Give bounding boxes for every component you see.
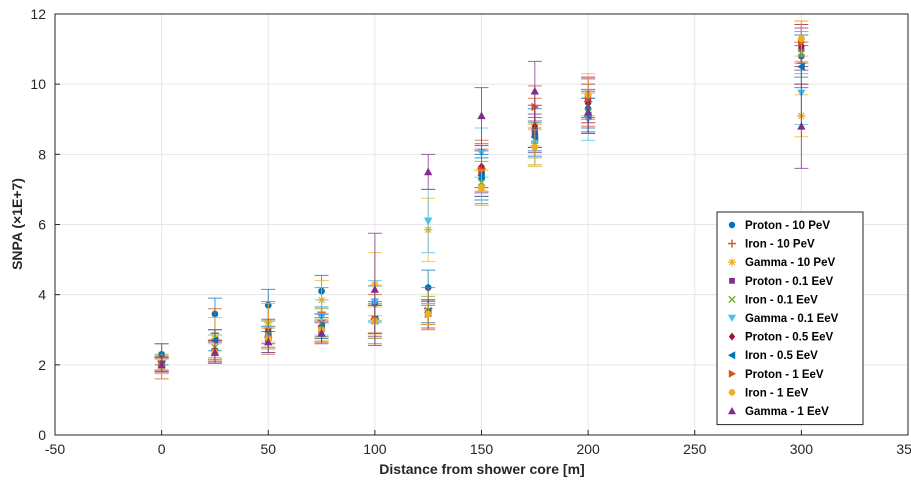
data-point [424,310,432,318]
legend-marker [728,332,736,341]
legend-label: Iron - 1 EeV [745,387,809,399]
legend-label: Proton - 1 EeV [745,369,824,381]
legend-marker [728,221,736,229]
x-tick-label: 350 [896,441,911,457]
x-axis-title: Distance from shower core [m] [379,461,584,477]
legend-label: Proton - 0.5 EeV [745,332,834,344]
legend-marker [728,314,736,322]
data-point [530,86,540,95]
legend-marker [728,351,736,360]
y-axis: 0 2 4 6 8 10 12 [30,6,60,443]
data-point [797,62,805,71]
legend: Proton - 10 PeV Iron - 10 PeV Gamma - 10 P… [716,211,864,426]
data-point [317,329,326,337]
legend-marker [728,239,736,248]
data-point [370,285,380,293]
data-point [264,337,273,346]
legend-item: Iron - 1 EeV [728,387,809,399]
legend-label: Iron - 0.5 EeV [745,350,818,362]
y-tick-label: 12 [30,6,46,22]
y-tick-label: 4 [38,287,46,303]
x-tick-label: 300 [790,441,814,457]
legend-item: Gamma - 10 PeV [728,257,835,269]
data-point [477,111,486,120]
y-tick-label: 0 [38,427,46,443]
legend-item: Iron - 0.1 EeV [728,294,818,306]
x-tick-label: 150 [470,441,494,457]
legend-marker [728,407,736,415]
y-tick-label: 2 [38,357,46,373]
data-point [531,144,539,151]
legend-item: Gamma - 0.1 EeV [728,313,839,325]
legend-label: Iron - 0.1 EeV [745,294,818,306]
legend-item: Proton - 0.5 EeV [728,332,834,344]
legend-label: Proton - 10 PeV [745,220,830,232]
legend-marker [729,277,735,284]
data-point [423,167,433,176]
x-tick-label: 200 [576,441,600,457]
data-point [583,108,593,116]
data-point [157,360,166,369]
y-axis-title: SNPA (×1E+7) [9,178,25,270]
x-axis: -50 0 50 100 150 200 250 300 350 [45,430,911,457]
legend-marker [728,369,736,378]
legend-item: Proton - 10 PeV [728,220,830,232]
x-tick-label: 50 [260,441,276,457]
data-point [797,122,806,130]
legend-marker [728,389,736,396]
legend-box [716,211,864,426]
data-point [477,184,486,191]
legend-label: Iron - 10 PeV [745,239,815,251]
x-tick-label: -50 [45,441,65,457]
legend-item: Proton - 0.1 EeV [729,276,834,288]
y-tick-label: 8 [38,146,46,162]
x-tick-label: 100 [363,441,387,457]
legend-item: Iron - 10 PeV [728,239,815,251]
legend-label: Gamma - 1 EeV [745,406,829,418]
y-tick-label: 10 [30,76,46,92]
legend-marker [728,258,736,267]
data-point [797,35,806,42]
x-tick-label: 0 [158,441,166,457]
legend-label: Gamma - 0.1 EeV [745,313,839,325]
data-point [423,217,433,226]
legend-label: Gamma - 10 PeV [745,257,835,269]
data-point [210,348,220,356]
legend-item: Gamma - 1 EeV [728,406,829,418]
y-tick-label: 6 [38,217,46,233]
series-10 [154,60,809,373]
legend-item: Iron - 0.5 EeV [728,350,818,362]
x-tick-label: 250 [683,441,707,457]
legend-label: Proton - 0.1 EeV [745,276,834,288]
legend-item: Proton - 1 EeV [728,369,824,381]
data-marks [154,20,809,380]
legend-marker [728,295,736,304]
